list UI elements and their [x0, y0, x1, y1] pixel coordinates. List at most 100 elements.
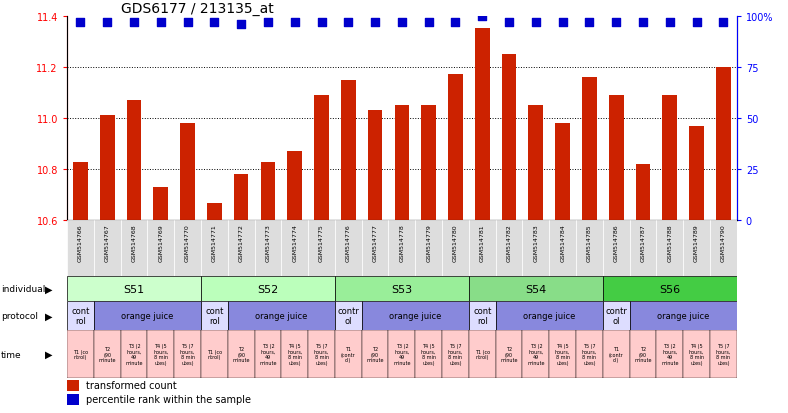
Text: GDS6177 / 213135_at: GDS6177 / 213135_at [121, 2, 273, 16]
Bar [395, 106, 409, 221]
Bar [529, 106, 543, 221]
Text: S51: S51 [124, 284, 144, 294]
Text: T3 (2
hours,
49
minute: T3 (2 hours, 49 minute [393, 343, 411, 366]
Bar [576, 330, 603, 378]
Bar [234, 175, 248, 221]
Bar [335, 277, 469, 301]
Text: T2
(90
minute: T2 (90 minute [500, 346, 518, 363]
Bar [201, 301, 228, 330]
Bar [362, 330, 388, 378]
Bar [308, 221, 335, 277]
Bar [228, 221, 255, 277]
Text: transformed count: transformed count [86, 380, 177, 390]
Text: GSM514777: GSM514777 [373, 224, 377, 261]
Text: GSM514771: GSM514771 [212, 224, 217, 261]
Point [583, 19, 596, 26]
Bar [469, 277, 603, 301]
Bar [710, 221, 737, 277]
Text: GSM514784: GSM514784 [560, 224, 565, 261]
Text: S56: S56 [660, 284, 680, 294]
Text: T1 (co
ntrol): T1 (co ntrol) [474, 349, 490, 360]
Bar [281, 221, 308, 277]
Text: GSM514778: GSM514778 [400, 224, 404, 261]
Text: orange juice: orange juice [255, 311, 307, 320]
Text: GSM514776: GSM514776 [346, 224, 351, 261]
Bar [67, 221, 94, 277]
Bar [448, 75, 463, 221]
Bar [415, 330, 442, 378]
Point [288, 19, 301, 26]
Bar [603, 277, 737, 301]
Text: T3 (2
hours,
49
minute: T3 (2 hours, 49 minute [259, 343, 277, 366]
Bar [442, 221, 469, 277]
Text: percentile rank within the sample: percentile rank within the sample [86, 394, 251, 404]
Bar [100, 116, 114, 221]
Text: orange juice: orange juice [389, 311, 441, 320]
Bar [630, 301, 737, 330]
Bar [362, 301, 469, 330]
Bar [710, 330, 737, 378]
Bar [556, 124, 570, 221]
Point [449, 19, 462, 26]
Text: GSM514788: GSM514788 [667, 224, 672, 261]
Point [503, 19, 515, 26]
Text: GSM514781: GSM514781 [480, 224, 485, 261]
Text: T4 (5
hours,
8 min
utes): T4 (5 hours, 8 min utes) [555, 343, 571, 366]
Bar [603, 330, 630, 378]
Text: GSM514779: GSM514779 [426, 224, 431, 261]
Text: T4 (5
hours,
8 min
utes): T4 (5 hours, 8 min utes) [421, 343, 437, 366]
Text: ▶: ▶ [45, 311, 53, 321]
Text: GSM514782: GSM514782 [507, 224, 511, 261]
Bar [362, 221, 388, 277]
Point [101, 19, 113, 26]
Text: T1
(contr
ol): T1 (contr ol) [341, 346, 355, 363]
Text: T1 (co
ntrol): T1 (co ntrol) [206, 349, 222, 360]
Point [610, 19, 623, 26]
Bar [147, 221, 174, 277]
Bar [415, 221, 442, 277]
Point [342, 19, 355, 26]
Text: orange juice: orange juice [121, 311, 173, 320]
Point [476, 13, 489, 20]
Bar [683, 221, 710, 277]
Bar [388, 330, 415, 378]
Bar [522, 330, 549, 378]
Text: T5 (7
hours,
8 min
utes): T5 (7 hours, 8 min utes) [582, 343, 597, 366]
Bar [207, 203, 221, 221]
Bar [180, 124, 195, 221]
Bar [281, 330, 308, 378]
Bar [609, 96, 623, 221]
Text: T1
(contr
ol): T1 (contr ol) [609, 346, 623, 363]
Text: GSM514783: GSM514783 [533, 224, 538, 261]
Point [181, 19, 194, 26]
Bar [496, 330, 522, 378]
Bar [94, 301, 201, 330]
Point [717, 19, 730, 26]
Bar [121, 330, 147, 378]
Text: cont
rol: cont rol [205, 306, 224, 325]
Point [128, 19, 140, 26]
Bar [630, 330, 656, 378]
Text: orange juice: orange juice [523, 311, 575, 320]
Text: T1 (co
ntrol): T1 (co ntrol) [72, 349, 88, 360]
Bar [683, 330, 710, 378]
Text: T2
(90
minute: T2 (90 minute [634, 346, 652, 363]
Bar [663, 96, 677, 221]
Bar [201, 277, 335, 301]
Bar [127, 101, 141, 221]
Text: GSM514789: GSM514789 [694, 224, 699, 261]
Bar [67, 301, 94, 330]
Text: T2
(90
minute: T2 (90 minute [366, 346, 384, 363]
Text: GSM514774: GSM514774 [292, 224, 297, 261]
Bar [603, 301, 630, 330]
Bar [94, 221, 121, 277]
Bar [690, 126, 704, 221]
Bar [147, 330, 174, 378]
Text: GSM514790: GSM514790 [721, 224, 726, 261]
Text: GSM514768: GSM514768 [132, 224, 136, 261]
Bar [582, 78, 597, 221]
Text: T5 (7
hours,
8 min
utes): T5 (7 hours, 8 min utes) [448, 343, 463, 366]
Text: S53: S53 [392, 284, 412, 294]
Bar [522, 221, 549, 277]
Bar [335, 330, 362, 378]
